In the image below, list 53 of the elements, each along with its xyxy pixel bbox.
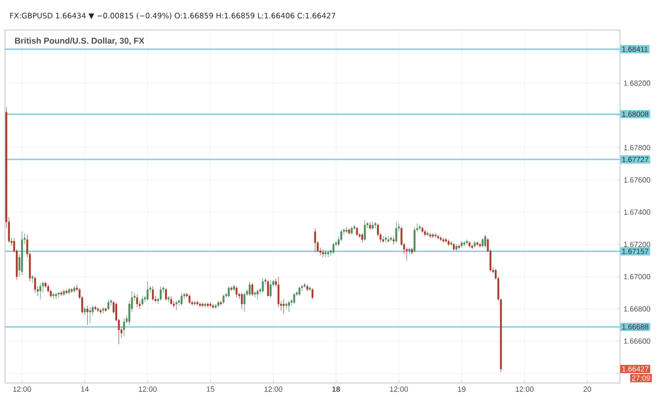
- candlestick: [278, 276, 280, 308]
- candlestick: [267, 280, 269, 296]
- candlestick: [89, 306, 91, 324]
- candlestick: [34, 276, 36, 293]
- candlestick: [146, 281, 149, 302]
- candlestick: [165, 288, 167, 302]
- candlestick: [445, 238, 447, 244]
- candlestick: [168, 296, 170, 303]
- candlestick: [152, 286, 154, 302]
- candlestick: [212, 304, 214, 310]
- candlestick: [66, 289, 68, 295]
- candlestick: [314, 228, 316, 253]
- candlestick: [141, 296, 144, 306]
- candlestick: [39, 282, 42, 300]
- candlestick: [251, 282, 254, 296]
- candlestick: [222, 294, 224, 304]
- candlestick: [482, 238, 484, 248]
- candlestick: [236, 286, 238, 298]
- candlestick: [55, 292, 57, 300]
- candlestick: [248, 281, 251, 296]
- candlestick: [282, 298, 285, 314]
- candlestick: [406, 247, 408, 261]
- candlestick: [180, 292, 183, 306]
- candlestick: [270, 280, 272, 298]
- candlestick: [414, 226, 416, 253]
- text: British Pound/U.S. Dollar, 30, FX: [15, 38, 144, 45]
- candlestick: [364, 220, 366, 242]
- candlestick: [322, 248, 324, 258]
- candlestick: [484, 234, 486, 248]
- candlestick: [288, 300, 290, 312]
- candlestick: [86, 305, 88, 326]
- candlestick: [256, 289, 258, 300]
- candlestick: [175, 300, 178, 311]
- candlestick: [123, 318, 126, 337]
- candlestick: [434, 232, 436, 238]
- candlestick: [332, 242, 334, 254]
- candlestick: [240, 292, 243, 310]
- candlestick: [32, 274, 34, 284]
- candlestick: [262, 278, 264, 293]
- candlestick: [293, 292, 296, 304]
- candlestick: [298, 286, 300, 296]
- candlestick: [136, 294, 138, 308]
- candlestick: [228, 286, 230, 298]
- candlestick: [254, 290, 256, 298]
- candlestick: [361, 232, 364, 244]
- candlestick: [244, 292, 246, 312]
- candlestick: [107, 298, 110, 311]
- candlestick: [188, 294, 190, 304]
- candlestick: [160, 286, 162, 302]
- candlestick: [346, 226, 348, 234]
- candlestick: [356, 226, 358, 237]
- candlestick: [312, 288, 314, 300]
- candlestick: [395, 222, 398, 244]
